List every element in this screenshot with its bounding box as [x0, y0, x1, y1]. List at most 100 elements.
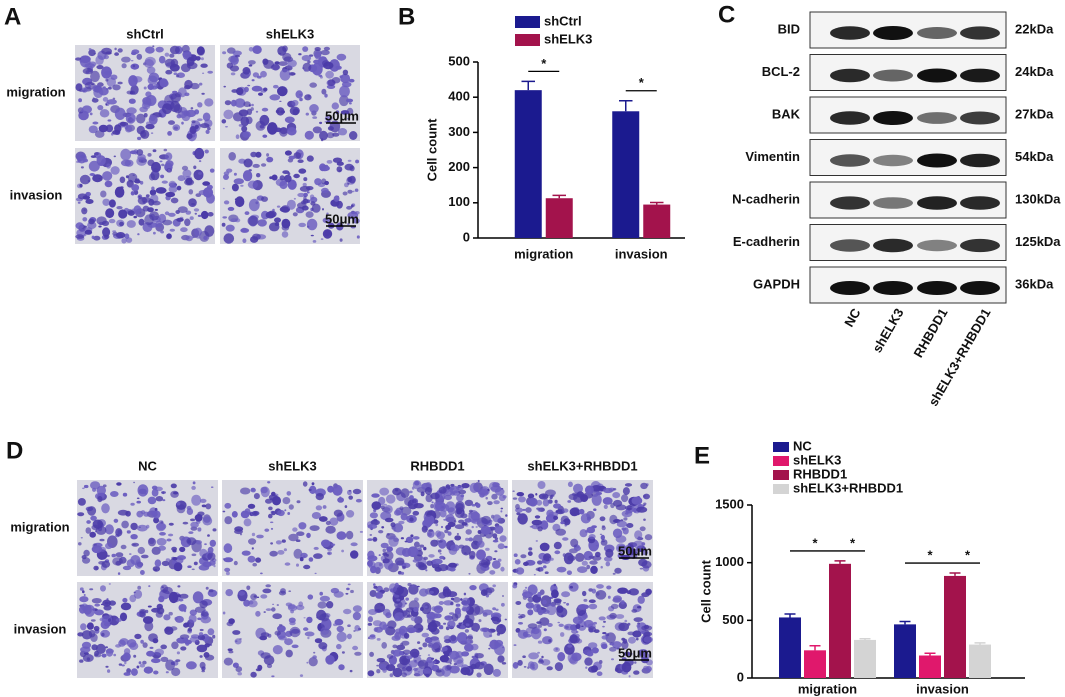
cell-blob	[303, 196, 307, 201]
cell-blob	[105, 208, 115, 219]
cell-blob	[643, 504, 646, 506]
cell-blob	[456, 494, 464, 502]
cell-blob	[557, 652, 566, 662]
cell-blob	[224, 502, 232, 509]
cell-blob	[304, 94, 312, 101]
cell-blob	[394, 633, 400, 637]
cell-blob	[133, 589, 143, 599]
cell-blob	[272, 613, 283, 620]
cell-blob	[468, 509, 473, 513]
cell-blob	[186, 133, 193, 140]
cell-blob	[99, 538, 105, 542]
cell-blob	[222, 216, 227, 219]
cell-blob	[373, 561, 384, 570]
cell-blob	[284, 116, 295, 124]
cell-blob	[159, 78, 168, 88]
cell-blob	[549, 557, 554, 561]
cell-blob	[410, 616, 418, 622]
cell-blob	[441, 649, 444, 653]
cell-blob	[501, 488, 504, 490]
cell-blob	[89, 531, 96, 538]
cell-blob	[187, 565, 192, 568]
cell-blob	[588, 626, 597, 633]
cell-blob	[446, 591, 458, 598]
y-tick-label: 0	[737, 669, 744, 684]
cell-blob	[513, 553, 518, 557]
cell-blob	[202, 112, 211, 122]
cell-blob	[500, 510, 503, 513]
cell-blob	[287, 179, 297, 190]
cell-blob	[149, 189, 157, 196]
cell-blob	[193, 208, 200, 212]
cell-blob	[117, 48, 123, 53]
cell-blob	[79, 587, 84, 591]
cell-blob	[371, 493, 380, 498]
blot-band	[960, 68, 1000, 83]
cell-blob	[114, 107, 126, 121]
cell-blob	[409, 648, 420, 658]
cell-blob	[121, 63, 127, 69]
cell-blob	[450, 544, 460, 552]
cell-blob	[335, 223, 344, 231]
cell-blob	[241, 550, 251, 556]
cell-blob	[255, 668, 262, 672]
cell-blob	[256, 173, 261, 178]
cell-blob	[182, 169, 192, 178]
cell-blob	[274, 630, 281, 636]
cell-blob	[163, 148, 168, 152]
cell-blob	[622, 638, 628, 644]
cell-blob	[148, 72, 160, 83]
cell-blob	[345, 98, 354, 103]
cell-blob	[421, 602, 432, 615]
cell-blob	[91, 598, 102, 604]
cell-blob	[560, 632, 565, 637]
cell-blob	[448, 562, 458, 568]
cell-blob	[432, 661, 437, 664]
cell-blob	[324, 229, 330, 237]
cell-blob	[317, 601, 327, 609]
cell-blob	[264, 528, 270, 532]
cell-blob	[569, 634, 578, 644]
cell-blob	[131, 49, 140, 55]
cell-blob	[460, 513, 468, 519]
cell-blob	[387, 620, 397, 629]
bar	[779, 617, 801, 678]
cell-blob	[314, 51, 322, 60]
cell-blob	[490, 616, 500, 621]
cell-blob	[176, 217, 184, 222]
cell-blob	[293, 197, 296, 200]
cell-blob	[440, 525, 444, 529]
cell-blob	[258, 92, 263, 96]
cell-blob	[641, 550, 649, 556]
cell-blob	[269, 94, 281, 101]
cell-blob	[400, 537, 404, 540]
cell-blob	[266, 663, 273, 669]
cell-blob	[539, 617, 550, 626]
cell-blob	[561, 591, 571, 598]
cell-blob	[207, 628, 215, 636]
cell-blob	[124, 661, 127, 665]
cell-blob	[250, 107, 254, 111]
cell-blob	[141, 554, 149, 559]
cell-blob	[631, 496, 643, 505]
cell-blob	[319, 613, 330, 622]
cell-blob	[359, 530, 363, 533]
cell-blob	[419, 588, 429, 597]
cell-blob	[455, 651, 464, 658]
cell-blob	[369, 534, 373, 536]
cell-blob	[113, 155, 117, 158]
cell-blob	[163, 614, 171, 621]
cell-blob	[582, 649, 593, 655]
cell-blob	[500, 507, 504, 510]
cell-blob	[309, 82, 318, 88]
cell-blob	[242, 238, 247, 243]
cell-blob	[279, 175, 285, 181]
cell-blob	[292, 527, 298, 532]
cell-blob	[184, 218, 191, 227]
cell-blob	[456, 508, 462, 515]
cell-blob	[195, 540, 202, 545]
cell-blob	[82, 557, 91, 564]
cell-blob	[81, 207, 88, 215]
cell-blob	[252, 562, 257, 567]
column-header: NC	[138, 458, 157, 473]
